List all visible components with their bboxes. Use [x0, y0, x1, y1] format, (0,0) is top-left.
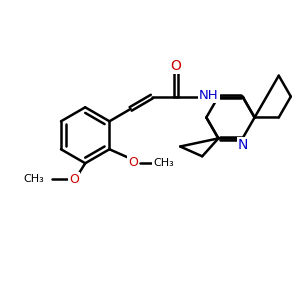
- Text: CH₃: CH₃: [23, 174, 44, 184]
- Text: CH₃: CH₃: [153, 158, 174, 167]
- Text: O: O: [69, 173, 79, 186]
- Text: O: O: [171, 59, 182, 73]
- Text: O: O: [128, 156, 138, 169]
- Text: N: N: [238, 138, 248, 152]
- Text: NH: NH: [199, 88, 219, 102]
